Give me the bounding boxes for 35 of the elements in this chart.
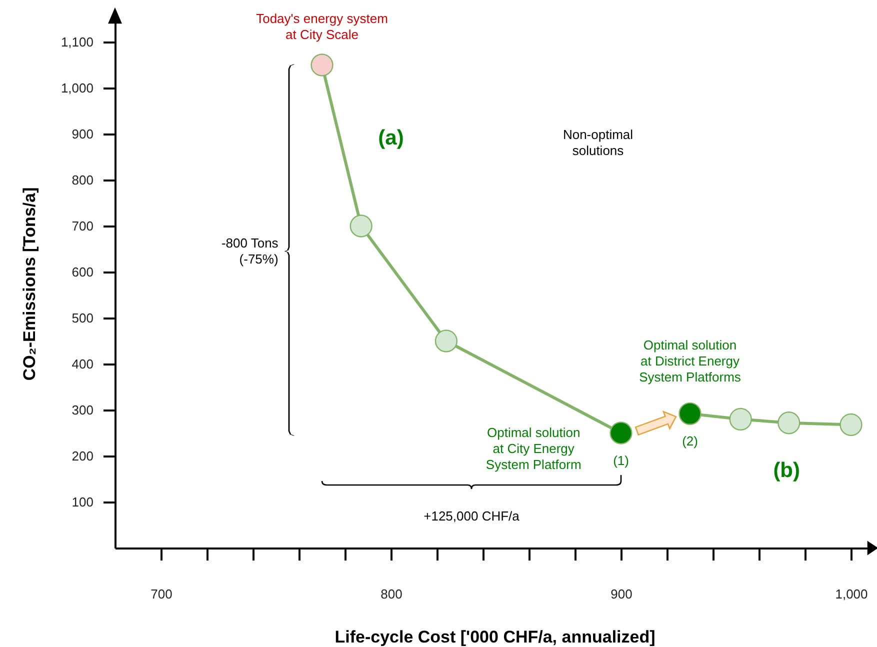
annotation: Optimal solution at City Energy System Platform: [486, 425, 582, 472]
y-tick-label: 800: [72, 172, 94, 188]
annotation: Non-optimal solutions: [562, 127, 634, 158]
y-tick-label: 500: [72, 310, 94, 326]
annotation: +125,000 CHF/a: [424, 508, 520, 524]
x-tick-label: 800: [380, 586, 402, 602]
annotation: -800 Tons (-75%): [221, 235, 279, 266]
x-axis-title: Life-cycle Cost ['000 CHF/a, annualized]: [334, 628, 656, 646]
point: [840, 413, 862, 436]
point: [434, 330, 458, 352]
y-tick-label: 100: [72, 494, 94, 510]
annotation: Optimal solution at District Energy System Platforms: [639, 338, 742, 385]
y-tick-label: 200: [72, 448, 94, 464]
point: [350, 214, 372, 238]
y-tick-label: 1,100: [60, 34, 94, 50]
annotation: (a): [378, 126, 404, 150]
annotation: (b): [773, 459, 800, 482]
annotation: (1): [613, 453, 629, 468]
annotation: Today's energy system at City Scale: [256, 11, 388, 42]
point: [729, 408, 752, 431]
y-axis-title: CO₂-Emissions [Tons/a]: [20, 187, 39, 381]
annotation: (2): [682, 434, 698, 449]
point: [310, 54, 334, 76]
point: [610, 422, 632, 444]
point: [778, 412, 800, 434]
y-tick-label: 700: [72, 218, 94, 234]
x-tick-label: 1,000: [835, 586, 868, 602]
y-tick-label: 300: [72, 402, 94, 418]
y-tick-label: 900: [72, 126, 94, 142]
y-tick-label: 1,000: [60, 80, 94, 96]
y-tick-label: 600: [72, 264, 94, 280]
x-tick-label: 900: [610, 586, 632, 602]
x-tick-label: 700: [150, 586, 172, 602]
point: [678, 402, 702, 425]
y-tick-label: 400: [72, 356, 94, 372]
